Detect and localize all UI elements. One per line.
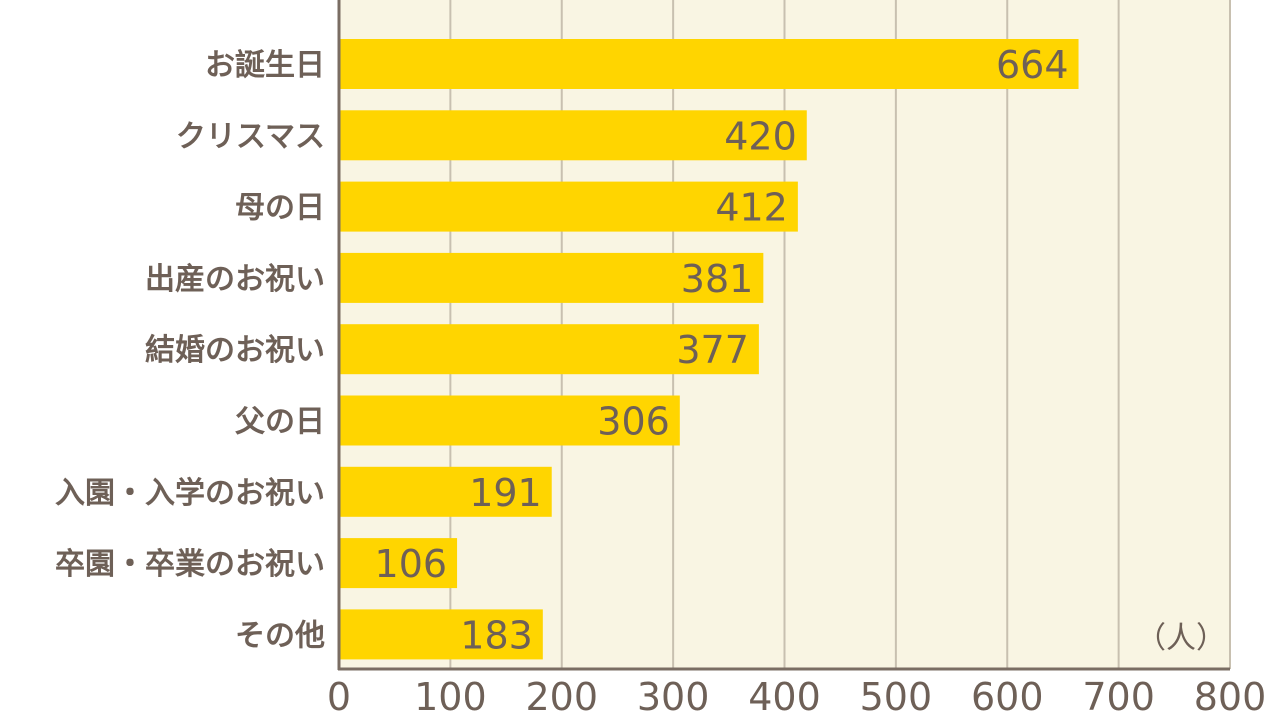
category-label: その他 <box>235 618 325 653</box>
unit-label: （人） <box>1136 621 1226 656</box>
x-tick-label: 700 <box>1082 675 1155 719</box>
bar <box>339 110 807 161</box>
bar <box>339 252 764 303</box>
x-tick-label: 300 <box>637 675 710 719</box>
x-tick-label: 400 <box>748 675 821 719</box>
x-tick-label: 200 <box>525 675 598 719</box>
bar <box>339 609 543 660</box>
category-label: 入園・入学のお祝い <box>55 476 325 511</box>
axes: 0 100 200 300 400 500 600 700 800 お誕生日クリスマス母の日出産の… <box>55 0 1266 719</box>
category-label: 卒園・卒業のお祝い <box>55 547 325 582</box>
bar <box>339 466 552 517</box>
data-label: 377 <box>676 328 749 372</box>
category-label: 父の日 <box>235 405 325 440</box>
data-label: 381 <box>681 257 754 301</box>
category-label: 母の日 <box>235 191 325 226</box>
data-label: 412 <box>715 186 788 230</box>
data-label: 664 <box>996 43 1069 87</box>
data-label: 306 <box>597 400 670 444</box>
bar <box>339 538 458 589</box>
x-tick-label: 600 <box>971 675 1044 719</box>
bar <box>339 39 1079 89</box>
data-label: 183 <box>460 613 533 657</box>
x-tick-label: 100 <box>414 675 487 719</box>
category-label: 出産のお祝い <box>145 262 325 297</box>
bar <box>339 395 680 446</box>
category-label: お誕生日 <box>205 48 325 83</box>
data-label: 106 <box>375 542 448 586</box>
x-tick-label: 0 <box>327 675 351 719</box>
data-label: 420 <box>724 114 797 158</box>
category-label: クリスマス <box>176 119 325 154</box>
bar <box>339 324 759 375</box>
x-tick-label: 800 <box>1194 675 1267 719</box>
data-label: 191 <box>469 471 542 515</box>
x-tick-label: 500 <box>860 675 933 719</box>
category-label: 結婚のお祝い <box>145 333 325 368</box>
bar <box>339 181 798 232</box>
